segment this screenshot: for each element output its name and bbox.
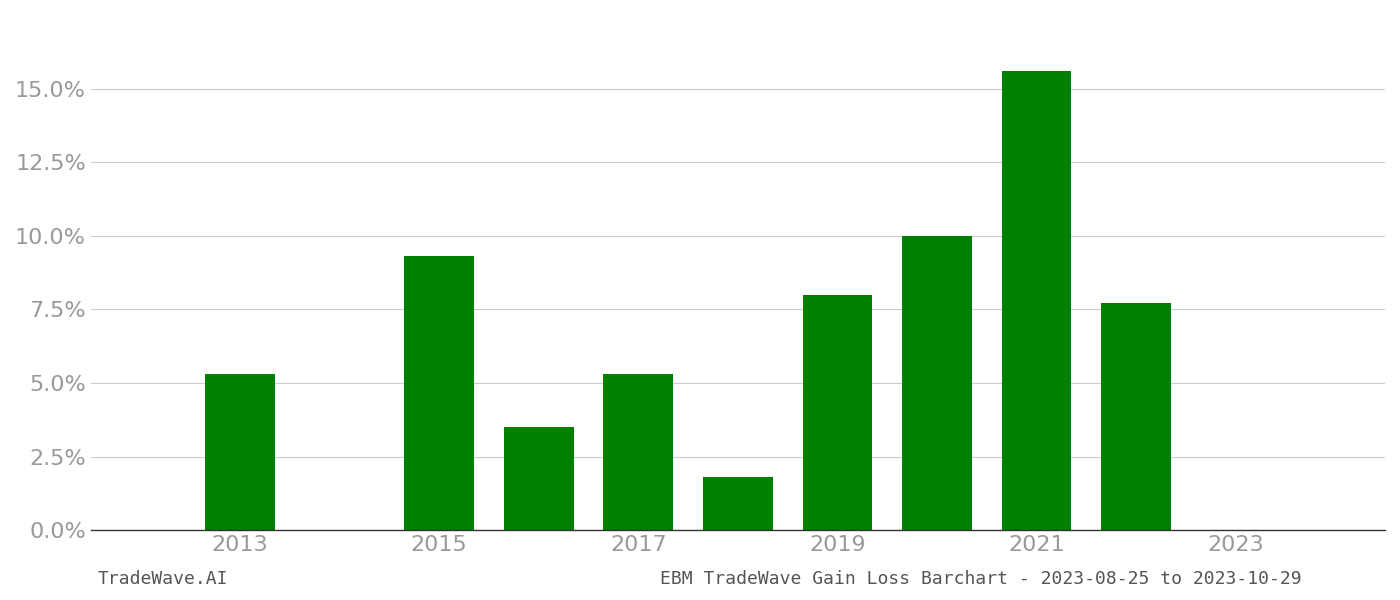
Bar bbox=[405, 256, 475, 530]
Bar bbox=[902, 236, 972, 530]
Bar bbox=[802, 295, 872, 530]
Text: EBM TradeWave Gain Loss Barchart - 2023-08-25 to 2023-10-29: EBM TradeWave Gain Loss Barchart - 2023-… bbox=[661, 570, 1302, 588]
Bar bbox=[703, 477, 773, 530]
Bar bbox=[603, 374, 673, 530]
Bar bbox=[1102, 304, 1170, 530]
Text: TradeWave.AI: TradeWave.AI bbox=[98, 570, 228, 588]
Bar bbox=[206, 374, 274, 530]
Bar bbox=[1001, 71, 1071, 530]
Bar bbox=[504, 427, 574, 530]
